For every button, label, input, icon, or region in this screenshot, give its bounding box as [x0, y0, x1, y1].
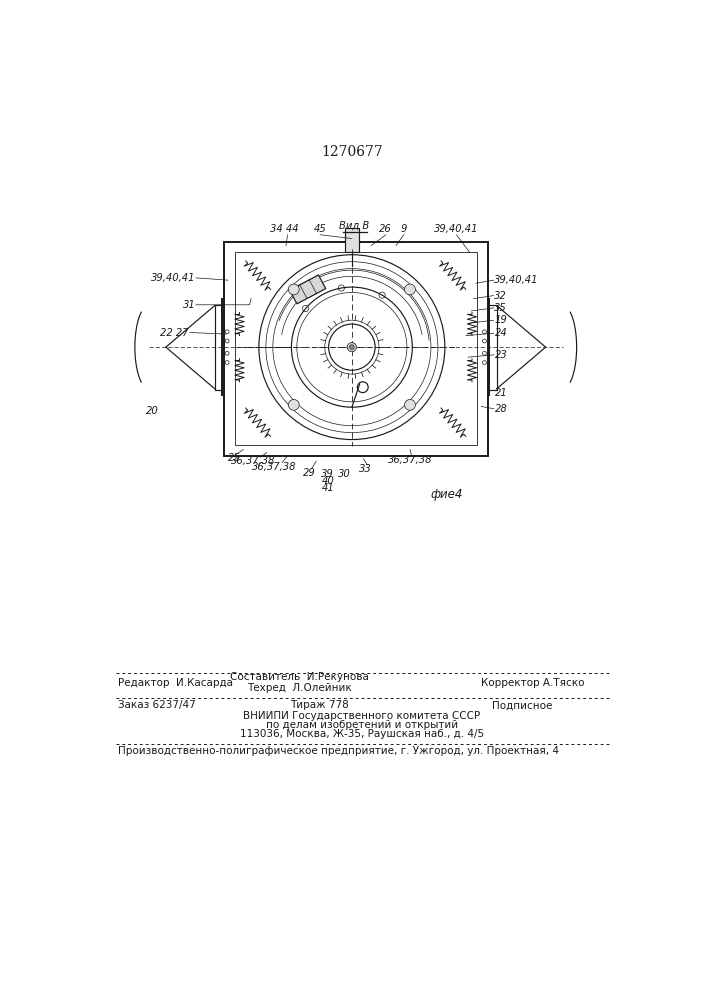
- Text: Тираж 778: Тираж 778: [290, 700, 349, 710]
- Text: 1270677: 1270677: [321, 145, 382, 159]
- Text: 20: 20: [146, 406, 159, 416]
- Text: 36,37,38: 36,37,38: [387, 455, 432, 465]
- Text: 30: 30: [338, 469, 351, 479]
- Text: 34 44: 34 44: [270, 224, 299, 234]
- Text: 24: 24: [494, 328, 507, 338]
- Text: 36,37,38: 36,37,38: [252, 462, 297, 472]
- Text: 39,40,41: 39,40,41: [494, 275, 539, 285]
- Text: Составитель  И.Рекунова: Составитель И.Рекунова: [230, 672, 368, 682]
- Text: 29: 29: [303, 468, 315, 478]
- Text: 26: 26: [379, 224, 392, 234]
- Circle shape: [347, 343, 356, 352]
- Text: Корректор А.Тяско: Корректор А.Тяско: [481, 678, 584, 688]
- Circle shape: [404, 399, 416, 410]
- Circle shape: [349, 345, 354, 349]
- Text: 28: 28: [494, 404, 507, 414]
- Bar: [235, 252, 477, 445]
- Text: 31: 31: [182, 300, 195, 310]
- Text: Производственно-полиграфическое предприятие, г. Ужгород, ул. Проектная, 4: Производственно-полиграфическое предприя…: [118, 746, 559, 756]
- Bar: [345, 228, 359, 252]
- Text: 9: 9: [401, 224, 407, 234]
- Text: Техред  Л.Олейник: Техред Л.Олейник: [247, 683, 351, 693]
- Circle shape: [404, 284, 416, 295]
- Text: 39,40,41: 39,40,41: [434, 224, 479, 234]
- Text: 45: 45: [314, 224, 327, 234]
- Text: 39,40,41: 39,40,41: [151, 273, 195, 283]
- Circle shape: [288, 399, 299, 410]
- Text: 39: 39: [322, 469, 334, 479]
- Bar: [224, 242, 488, 456]
- Text: Заказ 6237/47: Заказ 6237/47: [118, 700, 196, 710]
- Text: 25: 25: [228, 453, 240, 463]
- Text: по делам изобретений и открытий: по делам изобретений и открытий: [266, 720, 458, 730]
- Text: 32: 32: [494, 291, 507, 301]
- Text: 36,37,38: 36,37,38: [231, 456, 276, 466]
- Text: Подписное: Подписное: [492, 700, 553, 710]
- Text: 23: 23: [494, 350, 507, 360]
- Text: 33: 33: [358, 464, 371, 474]
- Circle shape: [288, 284, 299, 295]
- Text: Вид В: Вид В: [339, 221, 369, 231]
- Text: 113036, Москва, Ж-35, Раушская наб., д. 4/5: 113036, Москва, Ж-35, Раушская наб., д. …: [240, 729, 484, 739]
- Text: 22 27: 22 27: [160, 328, 189, 338]
- Text: 19: 19: [494, 315, 507, 325]
- Text: 40: 40: [322, 476, 334, 486]
- Text: 41: 41: [322, 483, 334, 493]
- Text: 21: 21: [494, 388, 507, 398]
- Polygon shape: [290, 275, 326, 304]
- Text: 35: 35: [494, 303, 507, 313]
- Text: фие4: фие4: [431, 488, 462, 501]
- Text: ВНИИПИ Государственного комитета СССР: ВНИИПИ Государственного комитета СССР: [243, 711, 481, 721]
- Text: Редактор  И.Касарда: Редактор И.Касарда: [118, 678, 233, 688]
